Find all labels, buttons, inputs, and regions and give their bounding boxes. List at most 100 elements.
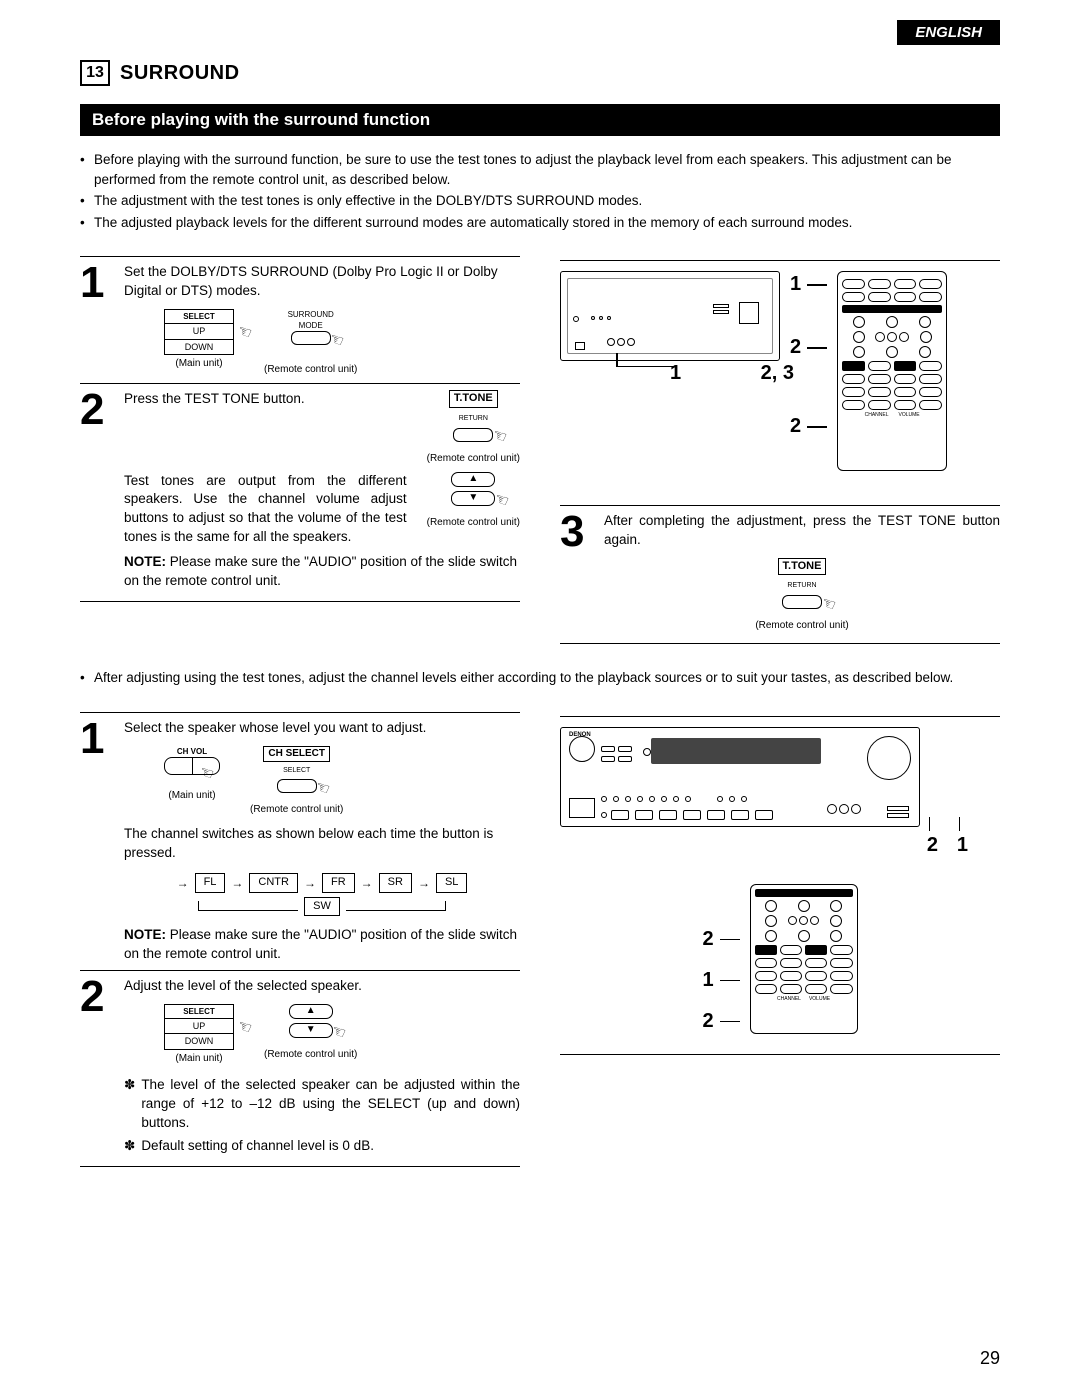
- note-text: Please make sure the "AUDIO" position of…: [124, 554, 517, 588]
- flow-node: SL: [436, 873, 467, 892]
- step-para2: The channel switches as shown below each…: [124, 825, 520, 863]
- chselect-diagram: CH SELECT SELECT ☞ (Remote control unit): [250, 746, 343, 818]
- step-text: Adjust the level of the selected speaker…: [124, 977, 520, 996]
- down-button: ▼ ☞: [451, 491, 495, 506]
- updown-diagram: ▲ ▼ ☞ (Remote control unit): [264, 1004, 357, 1062]
- hand-icon: ☞: [489, 424, 510, 450]
- hand-icon: ☞: [326, 328, 347, 354]
- select-down: DOWN: [165, 1034, 233, 1049]
- left-col-a: 1 Set the DOLBY/DTS SURROUND (Dolby Pro …: [80, 250, 520, 644]
- hand-icon: ☞: [328, 1021, 349, 1047]
- callout: 2: [790, 336, 801, 359]
- flow-node: FR: [322, 873, 355, 892]
- flow-node: SR: [379, 873, 412, 892]
- step-text: Set the DOLBY/DTS SURROUND (Dolby Pro Lo…: [124, 263, 520, 301]
- chselect-label: CH SELECT: [263, 746, 330, 762]
- hand-icon: ☞: [233, 320, 254, 346]
- first-block: 1 Set the DOLBY/DTS SURROUND (Dolby Pro …: [80, 250, 1000, 644]
- callout: 1: [790, 273, 801, 296]
- subheader-bar: Before playing with the surround functio…: [80, 104, 1000, 136]
- main-caption: (Main unit): [175, 1052, 222, 1066]
- note-label: NOTE:: [124, 554, 166, 569]
- step-b1: 1 Select the speaker whose level you wan…: [80, 712, 520, 964]
- remote-diagram-small: CHANNEL VOLUME: [750, 884, 858, 1034]
- page-number: 29: [980, 1348, 1000, 1369]
- callout: 2: [927, 834, 938, 857]
- section-number-box: 13: [80, 60, 110, 86]
- remote-caption: (Remote control unit): [427, 452, 520, 466]
- step-num: 2: [80, 977, 114, 1156]
- label: VOLUME: [809, 996, 830, 1002]
- step-para2: Test tones are output from the different…: [124, 472, 407, 548]
- step-text: After completing the adjustment, press t…: [604, 512, 1000, 550]
- asterisk: ✽: [124, 1137, 135, 1156]
- section-header: 13 SURROUND: [80, 60, 1000, 86]
- remote-diagram: CHANNEL VOLUME: [837, 271, 947, 471]
- label: VOLUME: [899, 412, 920, 418]
- language-tab: ENGLISH: [897, 20, 1000, 45]
- receiver-front-diagram: DENON: [560, 727, 1000, 827]
- flow-node: SW: [304, 897, 340, 916]
- label: CHANNEL: [777, 996, 801, 1002]
- step-b2: 2 Adjust the level of the selected speak…: [80, 970, 520, 1167]
- step-num: 2: [80, 390, 114, 591]
- select-header: SELECT: [165, 310, 233, 324]
- bullet-text: The level of the selected speaker can be…: [141, 1076, 520, 1133]
- section-title: SURROUND: [120, 62, 240, 85]
- remote-caption: (Remote control unit): [250, 803, 343, 817]
- ttone-diagram: T.TONE RETURN ☞ (Remote control unit): [427, 390, 520, 465]
- intro-bullet: Before playing with the surround functio…: [80, 150, 1000, 189]
- asterisk: ✽: [124, 1076, 135, 1133]
- main-caption: (Main unit): [168, 789, 215, 803]
- mid-bullets: After adjusting using the test tones, ad…: [80, 668, 1000, 688]
- second-block: 1 Select the speaker whose level you wan…: [80, 706, 1000, 1167]
- ttone-label: T.TONE: [449, 390, 498, 407]
- callout: 2: [702, 1010, 713, 1033]
- step-a3: 3 After completing the adjustment, press…: [560, 505, 1000, 644]
- down-button: ▼ ☞: [289, 1023, 333, 1038]
- remote-caption: (Remote control unit): [755, 619, 848, 633]
- select-diagram: SELECT UP ☞ DOWN (Main unit): [164, 1004, 234, 1066]
- step-a2: 2 Press the TEST TONE button. T.TONE RET…: [80, 383, 520, 602]
- left-col-b: 1 Select the speaker whose level you wan…: [80, 706, 520, 1167]
- return-label: RETURN: [459, 414, 488, 424]
- select-down: DOWN: [165, 340, 233, 355]
- intro-bullet-sub: The adjusted playback levels for the dif…: [80, 213, 1000, 233]
- remote-mode-diagram: SURROUND MODE ☞ (Remote control unit): [264, 309, 357, 377]
- callout: 2, 3: [761, 362, 794, 385]
- callout: 2: [702, 928, 713, 951]
- hand-icon: ☞: [817, 592, 838, 618]
- step-text: Select the speaker whose level you want …: [124, 719, 520, 738]
- hand-icon: ☞: [233, 1015, 254, 1041]
- sw-row: SW: [124, 897, 520, 916]
- hand-icon: ☞: [312, 776, 333, 802]
- intro-bullets: Before playing with the surround functio…: [80, 150, 1000, 232]
- select-up: UP: [193, 1021, 206, 1031]
- callout: 1: [702, 969, 713, 992]
- select-label: SELECT: [283, 766, 310, 776]
- remote-caption: (Remote control unit): [264, 1048, 357, 1062]
- ttone-diagram: T.TONE RETURN ☞ (Remote control unit): [755, 558, 848, 633]
- hand-icon: ☞: [491, 488, 512, 514]
- surround-mode-label: SURROUND MODE: [288, 309, 334, 331]
- remote-caption: (Remote control unit): [427, 516, 520, 530]
- right-col-a: 1 2, 3 1 2 2: [560, 250, 1000, 644]
- step-num: 1: [80, 719, 114, 964]
- chvol-diagram: CH VOL ☞ (Main unit): [164, 746, 220, 803]
- up-button: ▲: [451, 472, 495, 487]
- chvol-label: CH VOL: [177, 746, 207, 757]
- return-label: RETURN: [787, 581, 816, 591]
- ttone-label: T.TONE: [778, 558, 827, 575]
- bullet-text: Default setting of channel level is 0 dB…: [141, 1137, 374, 1156]
- step-num: 3: [560, 512, 594, 633]
- updown-diagram: ▲ ▼ ☞ (Remote control unit): [427, 472, 520, 530]
- flow-node: FL: [195, 873, 226, 892]
- intro-bullet: The adjustment with the test tones is on…: [80, 191, 1000, 211]
- main-unit-diagram: SELECT UP ☞ DOWN (Main unit): [164, 309, 234, 371]
- channel-flow: → FL → CNTR → FR → SR → SL: [124, 873, 520, 892]
- step-a1: 1 Set the DOLBY/DTS SURROUND (Dolby Pro …: [80, 256, 520, 377]
- main-unit-caption: (Main unit): [175, 357, 222, 371]
- up-button: ▲: [289, 1004, 333, 1019]
- mid-bullet: After adjusting using the test tones, ad…: [80, 668, 1000, 688]
- label: CHANNEL: [865, 412, 889, 418]
